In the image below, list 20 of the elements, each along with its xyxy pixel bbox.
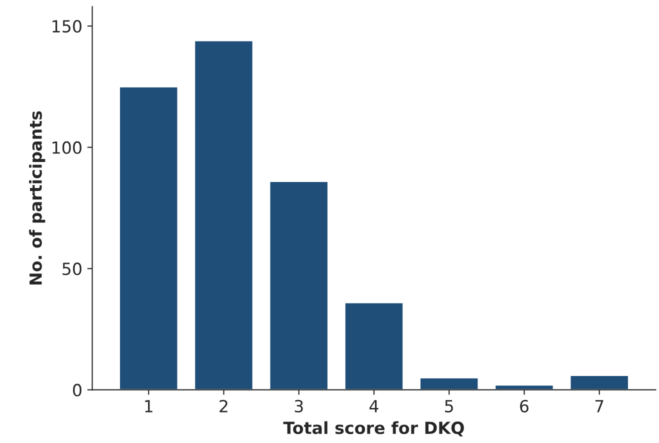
y-tick-label: 50 — [62, 262, 82, 276]
x-tick-label: 5 — [445, 400, 453, 412]
x-tick-label: 6 — [520, 400, 528, 412]
x-axis-title: Total score for DKQ — [283, 421, 464, 436]
bar — [194, 40, 254, 390]
x-tick-label: 7 — [595, 400, 604, 412]
bar — [268, 180, 329, 390]
x-tick-label: 3 — [294, 400, 303, 412]
y-tick-label: 150 — [52, 20, 82, 33]
bar — [569, 374, 630, 390]
bar — [344, 302, 404, 390]
bar — [419, 377, 480, 390]
y-axis-title: No. of participants — [29, 111, 46, 285]
y-tick-label: 100 — [52, 141, 82, 154]
x-tick-label: 4 — [369, 400, 378, 412]
bar — [118, 86, 179, 390]
y-tick-label: 0 — [73, 384, 82, 396]
x-tick-label: 1 — [145, 400, 152, 412]
x-tick-label: 2 — [220, 400, 228, 412]
bar — [494, 384, 554, 390]
